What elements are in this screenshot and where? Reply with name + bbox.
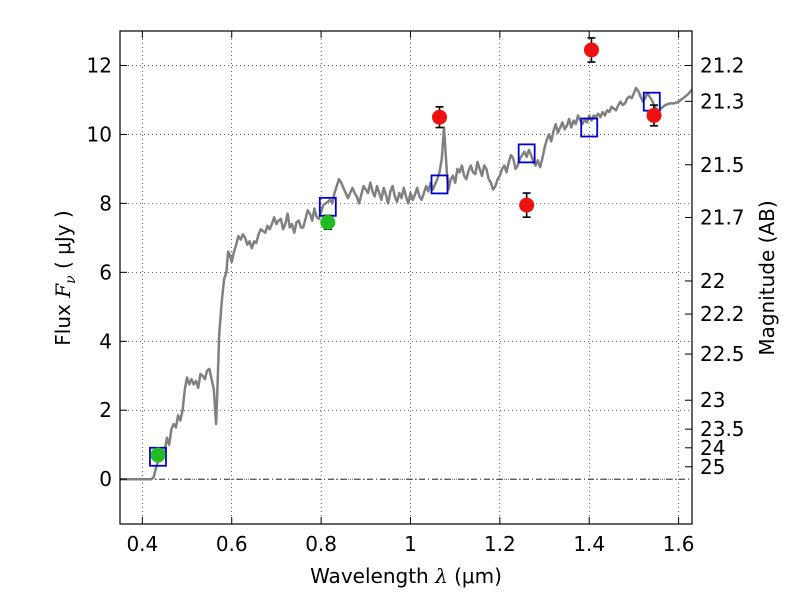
model-photometry-square <box>517 143 536 164</box>
x-tick-label: 1.2 <box>484 532 516 556</box>
y-tick-label: 0 <box>99 467 112 491</box>
x-tick-label: 1.4 <box>573 532 605 556</box>
x-tick-label: 0.8 <box>305 532 337 556</box>
observed-point-red <box>646 107 662 123</box>
observed-point-green <box>150 447 166 463</box>
y-tick-label: 6 <box>99 260 112 284</box>
y-tick-label: 12 <box>87 53 112 77</box>
y-axis-ticks: 0 2 4 6 8 10 12 <box>87 53 127 491</box>
y-tick-label: 8 <box>99 191 112 215</box>
plot-frame <box>119 30 693 525</box>
magnitude-tick-label: 23 <box>700 388 725 412</box>
x-tick-label: 1.6 <box>663 532 695 556</box>
observed-point-red <box>519 197 535 213</box>
y-tick-label: 4 <box>99 329 112 353</box>
plot-border <box>119 30 693 525</box>
model-photometry-square <box>580 117 599 138</box>
magnitude-tick-label: 23.5 <box>700 417 745 441</box>
magnitude-tick-label: 21.3 <box>700 89 745 113</box>
magnitude-tick-label: 21.2 <box>700 53 745 77</box>
magnitude-axis-label: Magnitude (AB) <box>755 200 779 355</box>
y-tick-label: 10 <box>87 122 112 146</box>
magnitude-tick-label: 25 <box>700 455 725 479</box>
sed-model-line-layer <box>120 86 693 481</box>
magnitude-tick-label: 22.5 <box>700 342 745 366</box>
y-tick-label: 2 <box>99 398 112 422</box>
observed-point-red <box>432 109 448 125</box>
magnitude-tick-label: 24 <box>700 436 725 460</box>
x-axis-ticks: 0.4 0.6 0.8 1 1.2 1.4 1.6 <box>126 31 695 556</box>
magnitude-tick-label: 21.5 <box>700 153 745 177</box>
x-tick-label: 1 <box>404 532 417 556</box>
magnitude-tick-label: 22 <box>700 269 725 293</box>
sed-model-line <box>120 86 693 481</box>
observed-point-green <box>320 214 336 230</box>
magnitude-tick-label: 22.2 <box>700 302 745 326</box>
y-axis-label: Flux Fν ( μJy ) <box>51 210 79 345</box>
observed-points <box>150 37 662 463</box>
x-tick-label: 0.4 <box>126 532 158 556</box>
observed-point-red <box>583 42 599 58</box>
x-tick-label: 0.6 <box>216 532 248 556</box>
magnitude-tick-label: 21.7 <box>700 206 745 230</box>
x-axis-label: Wavelength λ (μm) <box>310 564 502 588</box>
model-photometry-square <box>430 174 449 195</box>
model-photometry-squares <box>149 91 661 467</box>
